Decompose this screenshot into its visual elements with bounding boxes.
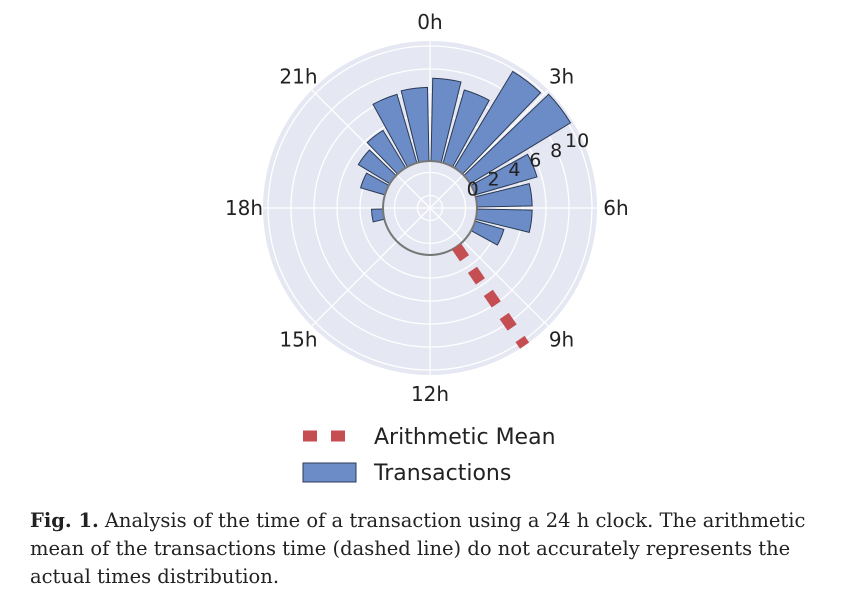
radial-tick-2: 2 — [488, 169, 500, 191]
hour-label-12h: 12h — [411, 382, 449, 406]
grid-spoke — [429, 207, 549, 327]
grid-spoke — [311, 89, 431, 209]
mean-line — [452, 243, 530, 349]
hour-label-0h: 0h — [417, 10, 442, 34]
hour-label-15h: 15h — [279, 328, 317, 352]
caption-label: Fig. 1. — [30, 509, 99, 532]
legend-mean-label: Arithmetic Mean — [374, 425, 556, 450]
radial-tick-4: 4 — [508, 159, 520, 181]
hour-label-9h: 9h — [549, 328, 574, 352]
grid-spoke — [311, 207, 431, 327]
hour-label-6h: 6h — [603, 196, 628, 220]
polar-grid — [263, 41, 597, 375]
hour-label-18h: 18h — [225, 196, 263, 220]
figure-caption: Fig. 1. Analysis of the time of a transac… — [30, 507, 820, 591]
zero-circle — [382, 160, 478, 256]
radial-tick-6: 6 — [529, 149, 541, 171]
caption-text: Analysis of the time of a transaction us… — [30, 509, 806, 588]
polar-chart: 0h 3h 6h 9h 12h 15h 18h 21h 0 2 4 6 8 10 Arithmetic M… — [225, 10, 629, 486]
legend: Arithmetic Mean Transactions — [302, 425, 556, 486]
hour-label-3h: 3h — [549, 64, 574, 88]
transaction-bars — [357, 70, 572, 256]
radial-tick-8: 8 — [550, 140, 562, 162]
legend-transactions-swatch — [302, 462, 357, 483]
radial-tick-10: 10 — [565, 130, 589, 152]
axis-labels: 0h 3h 6h 9h 12h 15h 18h 21h 0 2 4 6 8 10 — [225, 10, 629, 406]
hour-label-21h: 21h — [279, 64, 317, 88]
mean-line-segment — [452, 243, 530, 349]
grid-spoke — [429, 89, 549, 209]
legend-transactions-label: Transactions — [373, 461, 511, 486]
radial-tick-0: 0 — [467, 178, 479, 200]
